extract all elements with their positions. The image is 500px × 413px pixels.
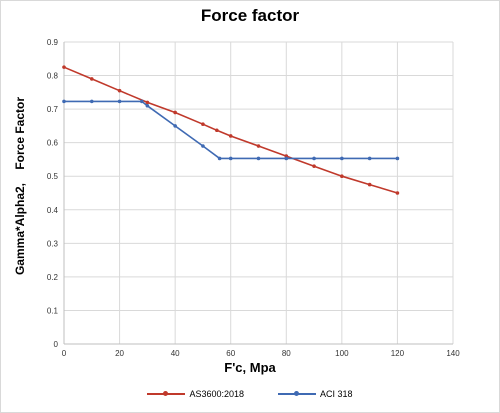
data-point-0 (117, 88, 122, 93)
data-point-1 (62, 99, 66, 104)
x-tick-label: 80 (282, 349, 291, 358)
data-point-0 (340, 174, 344, 179)
data-point-0 (312, 164, 316, 168)
data-point-0 (62, 65, 66, 69)
y-tick-label: 0.5 (47, 172, 59, 181)
y-tick-label: 0.8 (47, 72, 59, 81)
series-line-0 (63, 66, 398, 194)
data-point-0 (215, 128, 219, 133)
x-tick-label: 20 (115, 349, 124, 358)
y-tick-label: 0.3 (47, 239, 59, 248)
y-tick-label: 0 (54, 340, 59, 349)
y-tick-label: 0.7 (47, 105, 59, 114)
data-point-1 (117, 99, 122, 104)
data-point-1 (89, 99, 94, 104)
legend-label-aci318: ACI 318 (320, 389, 353, 399)
data-point-0 (89, 77, 94, 81)
data-point-1 (228, 156, 233, 161)
legend-item-as3600: AS3600:2018 (147, 389, 244, 399)
y-tick-label: 0.2 (47, 273, 59, 282)
chart-title: Force factor (200, 6, 300, 25)
x-tick-label: 140 (446, 349, 460, 358)
y-tick-label: 0.1 (47, 306, 59, 315)
data-point-0 (256, 144, 261, 148)
x-axis-label: F'c, Mpa (224, 360, 276, 375)
data-point-1 (173, 124, 177, 128)
x-tick-label: 120 (391, 349, 405, 358)
data-point-0 (173, 110, 177, 115)
data-point-0 (228, 134, 233, 138)
data-point-1 (145, 103, 150, 108)
legend-label-as3600: AS3600:2018 (189, 389, 245, 399)
x-tick-label: 0 (62, 349, 67, 358)
data-point-0 (395, 191, 400, 195)
data-point-1 (367, 156, 372, 161)
data-point-1 (395, 156, 400, 161)
data-point-1 (256, 156, 261, 161)
legend-swatch-as3600 (147, 391, 186, 396)
data-point-0 (145, 100, 150, 105)
data-point-0 (201, 122, 205, 127)
legend: AS3600:2018 ACI 318 (0, 389, 500, 399)
data-point-0 (367, 182, 372, 187)
legend-swatch-aci318 (278, 391, 317, 396)
data-point-1 (312, 156, 316, 161)
x-tick-label: 60 (226, 349, 235, 358)
y-tick-label: 0.4 (47, 206, 59, 215)
y-tick-label: 0.6 (47, 139, 59, 148)
legend-item-aci318: ACI 318 (278, 389, 353, 399)
x-tick-label: 40 (171, 349, 180, 358)
data-point-1 (140, 99, 144, 104)
data-point-1 (284, 156, 289, 161)
x-tick-label: 100 (335, 349, 349, 358)
y-tick-label: 0.9 (47, 38, 59, 47)
data-point-1 (340, 156, 344, 161)
data-point-1 (217, 156, 222, 161)
data-point-1 (201, 144, 205, 148)
